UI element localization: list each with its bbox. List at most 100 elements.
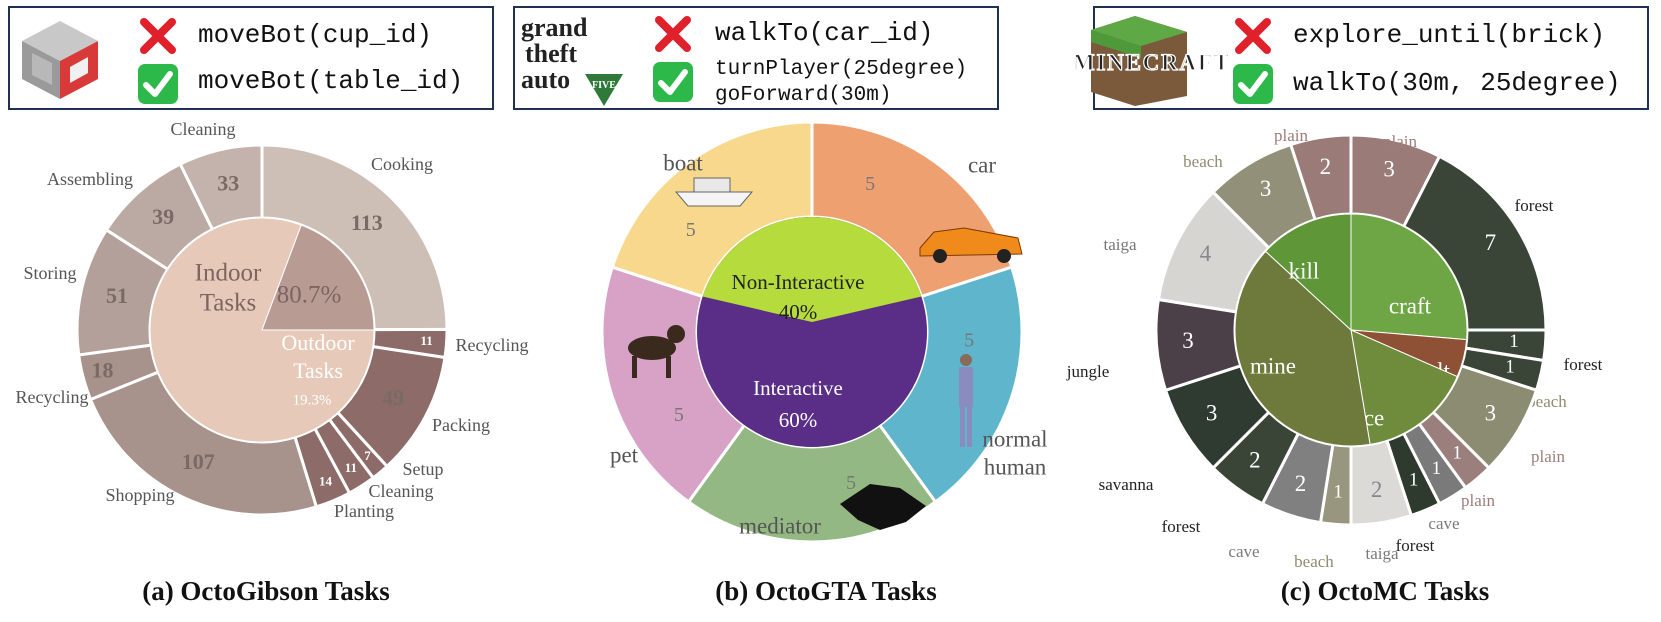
slice-category-label: plain — [1274, 126, 1308, 145]
slice-category-label: boat — [663, 150, 703, 175]
slice-value-label: 14 — [319, 473, 333, 488]
slice-category-label: plain — [1461, 491, 1495, 510]
slice-value-label: 11 — [420, 333, 432, 348]
slice-value-label: 1 — [1333, 481, 1343, 502]
car-icon — [919, 227, 1023, 263]
wrong-action-text: walkTo(car_id) — [715, 18, 934, 48]
gta-logo-five: FIVE — [592, 80, 616, 91]
slice-value-label: 51 — [106, 283, 128, 308]
dog-icon — [628, 325, 685, 378]
slice-category-label: Cleaning — [171, 119, 236, 139]
mc-header-box: MINECRAFT explore_until(brick) walkTo(30… — [1072, 6, 1649, 110]
gta-logo-line-3: auto — [521, 65, 570, 94]
caption-b: (b) OctoGTA Tasks — [715, 576, 937, 606]
minecraft-logo-text: MINECRAFT — [1073, 50, 1229, 75]
slice-value-label: 1 — [1409, 469, 1419, 490]
gta-logo-icon: grand theft auto FIVE — [521, 13, 623, 106]
inner-percent-label: 40% — [779, 300, 818, 324]
slice-value-label: 3 — [1206, 401, 1218, 426]
right-action-text-1: turnPlayer(25degree) — [715, 58, 968, 81]
slice-category-label: Packing — [432, 415, 490, 435]
slice-category-label: beach — [1527, 392, 1567, 411]
slice-category-label: Planting — [334, 501, 394, 521]
wrong-action-text: moveBot(cup_id) — [198, 20, 433, 50]
slice-value-label: 5 — [865, 173, 875, 195]
right-action-text: walkTo(30m, 25degree) — [1293, 68, 1621, 98]
slice-category-label: Setup — [402, 459, 443, 479]
slice-value-label: 107 — [182, 449, 215, 474]
slice-category-label: jungle — [1066, 362, 1110, 381]
right-action-text: moveBot(table_id) — [198, 66, 464, 96]
slice-category-label: car — [968, 152, 996, 177]
slice-category-label: mediator — [739, 513, 821, 538]
slice-category-label: forest — [1515, 196, 1554, 215]
check-icon — [138, 64, 178, 104]
inner-slice — [702, 216, 922, 322]
slice-category-label: Storing — [23, 263, 76, 283]
slice-category-label: human — [984, 454, 1047, 479]
check-icon — [653, 62, 693, 102]
slice-category-label: taiga — [1365, 544, 1398, 563]
slice-category-label: taiga — [1103, 235, 1136, 254]
slice-value-label: 1 — [1452, 443, 1462, 464]
slice-value-label: 2 — [1371, 477, 1383, 502]
inner-category-label: kill — [1289, 258, 1320, 283]
inner-percent-label: 19.3% — [293, 392, 332, 408]
cross-icon — [655, 16, 691, 52]
slice-value-label: 3 — [1383, 156, 1395, 181]
inner-slice — [1350, 329, 1458, 445]
slice-category-label: beach — [1294, 552, 1334, 571]
slice-value-label: 49 — [382, 385, 404, 410]
slice-category-label: Recycling — [16, 387, 89, 407]
slice-value-label: 7 — [1485, 230, 1497, 255]
slice-category-label: forest — [1396, 536, 1435, 555]
slice-category-label: forest — [1162, 517, 1201, 536]
slice-value-label: 2 — [1249, 448, 1261, 473]
slice-category-label: Cooking — [371, 154, 433, 174]
slice-value-label: 5 — [686, 219, 696, 241]
slice-category-label: cave — [1228, 542, 1259, 561]
right-action-text-2: goForward(30m) — [715, 84, 892, 107]
slice-value-label: 33 — [217, 170, 239, 195]
slice-category-label: forest — [1564, 355, 1603, 374]
inner-slice — [1264, 213, 1352, 332]
slice-category-label: beach — [1183, 152, 1223, 171]
inner-slice — [1350, 213, 1468, 341]
person-icon — [959, 354, 973, 447]
boat-icon — [674, 177, 754, 207]
slice-category-label: plain — [1531, 447, 1565, 466]
gibson-header-box: moveBot(cup_id) moveBot(table_id) — [8, 6, 494, 110]
slice-category-label: plain — [1383, 132, 1417, 151]
slice-value-label: 39 — [152, 204, 174, 229]
inner-category-label: Non-Interactive — [732, 270, 865, 294]
inner-category-label: Tasks — [293, 358, 343, 383]
slice-value-label: 113 — [351, 210, 383, 235]
slice-value-label: 3 — [1260, 176, 1272, 201]
slice-value-label: 11 — [345, 460, 357, 475]
caption-c: (c) OctoMC Tasks — [1280, 576, 1490, 606]
handshake-icon — [840, 484, 926, 530]
slice-value-label: 5 — [964, 330, 974, 352]
slice-value-label: 5 — [846, 472, 856, 494]
inner-slice — [261, 224, 375, 331]
slice-category-label: Shopping — [105, 485, 174, 505]
gta-logo-line-2: theft — [525, 39, 577, 68]
inner-category-label: Interactive — [753, 376, 843, 400]
slice-category-label: cave — [1428, 514, 1459, 533]
slice-category-label: Assembling — [47, 169, 133, 189]
slice-category-label: savanna — [1099, 475, 1154, 494]
slice-category-label: pet — [610, 442, 639, 467]
minecraft-logo-icon: MINECRAFT — [1072, 16, 1230, 106]
octogibson-logo-icon — [22, 21, 98, 99]
inner-category-label: Tasks — [200, 290, 257, 317]
check-icon — [1233, 64, 1273, 104]
wrong-action-text: explore_until(brick) — [1293, 20, 1606, 50]
inner-slice — [1234, 250, 1371, 447]
slice-category-label: Cleaning — [369, 481, 434, 501]
cross-icon — [140, 18, 176, 54]
inner-percent-label: 80.7% — [277, 282, 342, 309]
slice-value-label: 1 — [1432, 458, 1442, 479]
inner-category-label: craft — [1389, 293, 1432, 318]
slice-value-label: 7 — [364, 448, 371, 463]
